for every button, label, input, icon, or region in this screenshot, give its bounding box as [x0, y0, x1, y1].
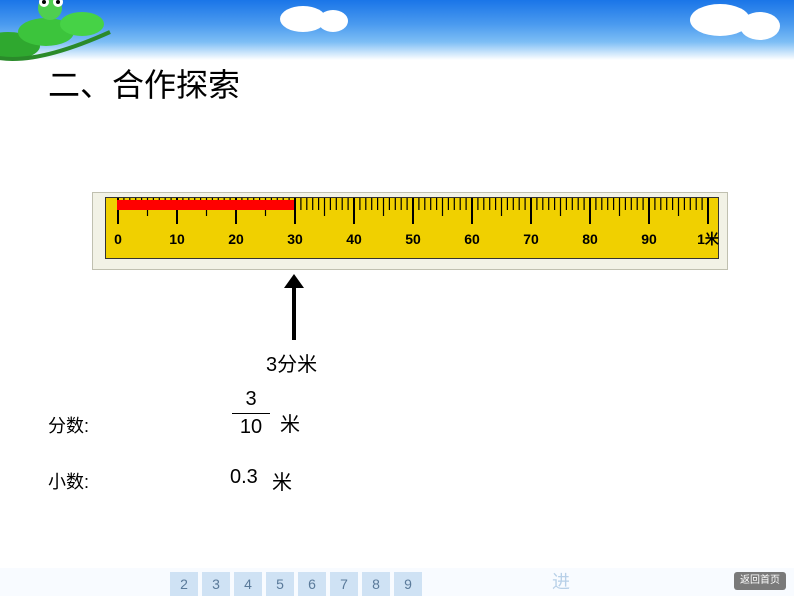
cloud-icon: [318, 10, 348, 32]
nav-page-button[interactable]: 2: [170, 572, 198, 596]
fraction-unit: 米: [280, 408, 300, 437]
svg-text:0: 0: [114, 231, 122, 247]
svg-text:60: 60: [464, 231, 480, 247]
nav-page-button[interactable]: 3: [202, 572, 230, 596]
section-title: 二、合作探索: [48, 60, 240, 106]
svg-text:80: 80: [582, 231, 598, 247]
svg-text:70: 70: [523, 231, 539, 247]
cloud-icon: [740, 12, 780, 40]
svg-text:30: 30: [287, 231, 303, 247]
pointer-arrow-icon: [292, 288, 296, 340]
home-button[interactable]: 返回首页: [734, 572, 786, 590]
svg-text:40: 40: [346, 231, 362, 247]
fraction-bar: [232, 413, 270, 414]
fraction-numerator: 3: [232, 388, 270, 411]
decimal-unit: 米: [272, 466, 292, 495]
svg-text:90: 90: [641, 231, 657, 247]
svg-text:1米: 1米: [697, 231, 720, 247]
fraction-value: 3 10: [232, 388, 270, 439]
nav-page-button[interactable]: 6: [298, 572, 326, 596]
decimal-row-label: 小数:: [48, 468, 89, 494]
red-measure-bar: [117, 200, 294, 210]
decimal-value: 0.3: [230, 466, 258, 489]
svg-text:20: 20: [228, 231, 244, 247]
nav-page-button[interactable]: 8: [362, 572, 390, 596]
fraction-denominator: 10: [232, 416, 270, 439]
sky-banner: [0, 0, 794, 60]
pointer-label: 3分米: [266, 348, 317, 377]
fraction-row-label: 分数:: [48, 412, 89, 438]
nav-page-button[interactable]: 7: [330, 572, 358, 596]
nav-page-button[interactable]: 5: [266, 572, 294, 596]
nav-extra[interactable]: 进: [552, 568, 570, 594]
svg-text:10: 10: [169, 231, 185, 247]
svg-text:50: 50: [405, 231, 421, 247]
nav-page-button[interactable]: 4: [234, 572, 262, 596]
nav-page-button[interactable]: 9: [394, 572, 422, 596]
